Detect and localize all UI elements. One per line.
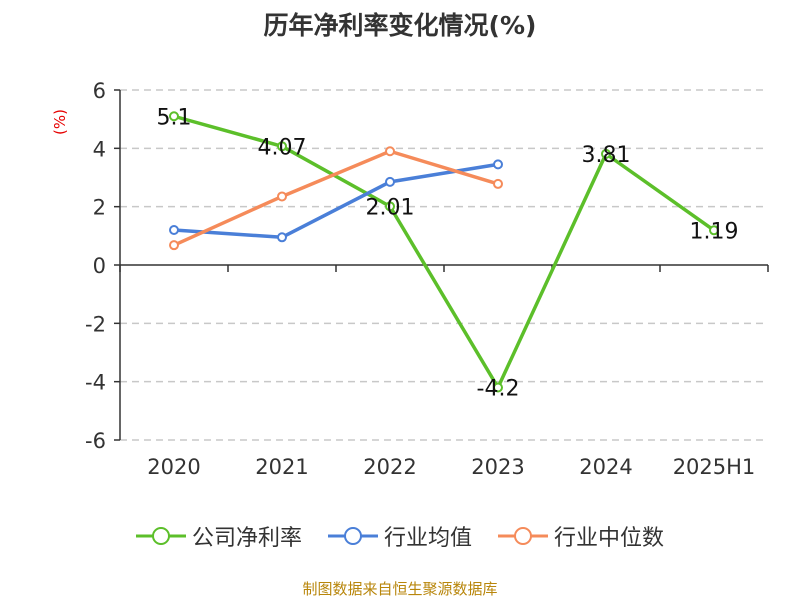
data-point [385, 201, 395, 212]
data-label: 2.01 [366, 195, 415, 220]
x-tick-label: 2025H1 [673, 455, 756, 479]
legend-label: 行业中位数 [554, 526, 665, 551]
y-tick-label: 4 [93, 137, 106, 161]
x-tick-label: 2023 [471, 455, 524, 479]
series-line [173, 162, 499, 240]
legend-marker-icon [327, 527, 378, 545]
data-point [169, 225, 179, 235]
series-lines [169, 111, 719, 393]
data-label: 5.1 [157, 105, 192, 130]
y-tick-label: 0 [93, 254, 106, 278]
data-label: 3.81 [582, 143, 631, 168]
axes: 6 4 2 0 -2 -4 -6 2020 2021 2022 2023 2024 2025H1 [85, 79, 769, 479]
data-point [493, 382, 503, 393]
chart-title: 历年净利率变化情况(%) [263, 11, 537, 40]
source-note: 制图数据来自恒生聚源数据库 [302, 580, 498, 598]
legend-item[interactable]: 公司净利率 [135, 520, 302, 552]
data-point [169, 240, 179, 251]
legend-item[interactable]: 行业均值 [327, 520, 472, 552]
legend: 公司净利率 行业均值 行业中位数 [0, 520, 800, 552]
data-point [169, 111, 179, 122]
data-point [601, 148, 611, 159]
series-line [173, 149, 499, 247]
legend-item[interactable]: 行业中位数 [498, 520, 664, 552]
x-tick-label: 2021 [255, 455, 308, 479]
y-tick-label: 2 [93, 196, 106, 220]
data-point [385, 146, 395, 157]
data-point [493, 178, 503, 189]
data-point [493, 159, 503, 170]
x-tick-label: 2022 [363, 455, 416, 479]
y-tick-label: 6 [93, 79, 106, 103]
legend-marker-icon [135, 527, 186, 545]
data-point [277, 191, 287, 202]
grid-lines [120, 89, 768, 441]
y-tick-label: -6 [85, 429, 106, 453]
y-tick-label: -2 [85, 312, 106, 336]
data-label: 4.07 [258, 135, 307, 160]
legend-marker-icon [498, 527, 548, 545]
series-line [173, 114, 716, 390]
x-tick-label: 2020 [147, 455, 200, 479]
legend-label: 行业均值 [383, 526, 472, 551]
data-label: 1.19 [690, 219, 739, 244]
data-label: -4.2 [477, 377, 520, 402]
data-point [709, 225, 719, 236]
legend-label: 公司净利率 [191, 526, 302, 551]
data-labels: 5.1 4.07 2.01 -4.2 3.81 1.19 [157, 105, 739, 401]
data-point [277, 141, 287, 152]
data-point [277, 232, 287, 243]
y-tick-label: -4 [85, 371, 106, 395]
data-point [385, 176, 395, 187]
x-tick-label: 2024 [579, 455, 632, 479]
